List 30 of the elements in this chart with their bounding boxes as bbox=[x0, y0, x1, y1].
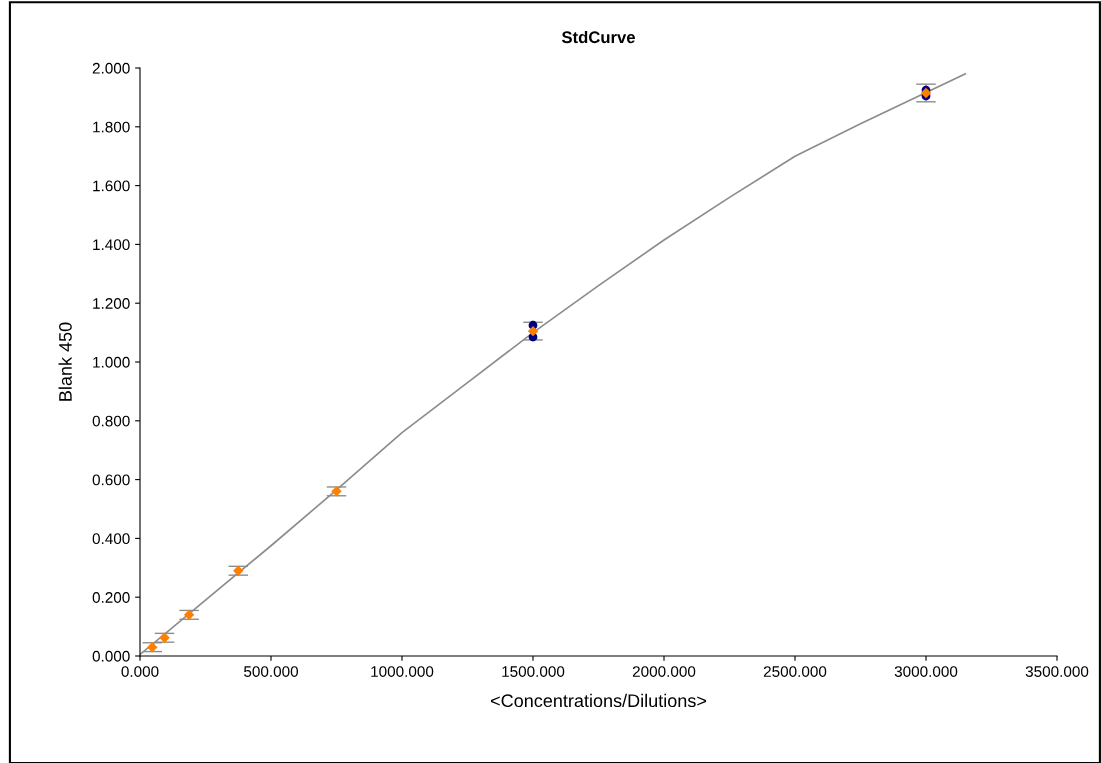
y-tick-label: 0.400 bbox=[92, 533, 130, 545]
x-tick-label: 1000.000 bbox=[371, 666, 434, 677]
y-tick-label: 0.200 bbox=[92, 592, 130, 603]
point bbox=[233, 565, 244, 576]
point bbox=[527, 325, 539, 337]
x-tick-label: 1500.000 bbox=[502, 666, 565, 677]
point bbox=[183, 609, 195, 621]
chart-title: StdCurve bbox=[561, 30, 635, 44]
point bbox=[147, 641, 158, 653]
y-tick-label: 2.000 bbox=[92, 62, 130, 74]
x-axis-title: <Concentrations/Dilutions> bbox=[491, 693, 707, 708]
y-tick-label: 0.000 bbox=[92, 650, 130, 662]
x-tick-label: 3500.000 bbox=[1025, 666, 1089, 677]
x-tick-label: 0.000 bbox=[121, 666, 159, 677]
point bbox=[331, 486, 342, 497]
x-tick-label: 3000.000 bbox=[894, 666, 958, 677]
x-tick-label: 500.000 bbox=[244, 666, 299, 677]
x-tick-label: 2500.000 bbox=[763, 666, 827, 677]
y-axis-title: Blank 450 bbox=[58, 322, 72, 401]
y-tick-label: 1.600 bbox=[93, 180, 130, 192]
y-tick-label: 1.200 bbox=[93, 298, 130, 309]
line-series bbox=[140, 73, 967, 656]
point bbox=[159, 632, 170, 643]
point bbox=[920, 87, 932, 99]
y-tick-label: 1.800 bbox=[93, 121, 130, 133]
y-tick-label: 1.400 bbox=[93, 239, 130, 251]
y-tick-label: 1.000 bbox=[93, 356, 130, 368]
y-tick-label: 0.600 bbox=[92, 474, 130, 486]
x-tick-label: 2000.000 bbox=[632, 666, 696, 677]
y-tick-label: 0.800 bbox=[92, 415, 130, 427]
